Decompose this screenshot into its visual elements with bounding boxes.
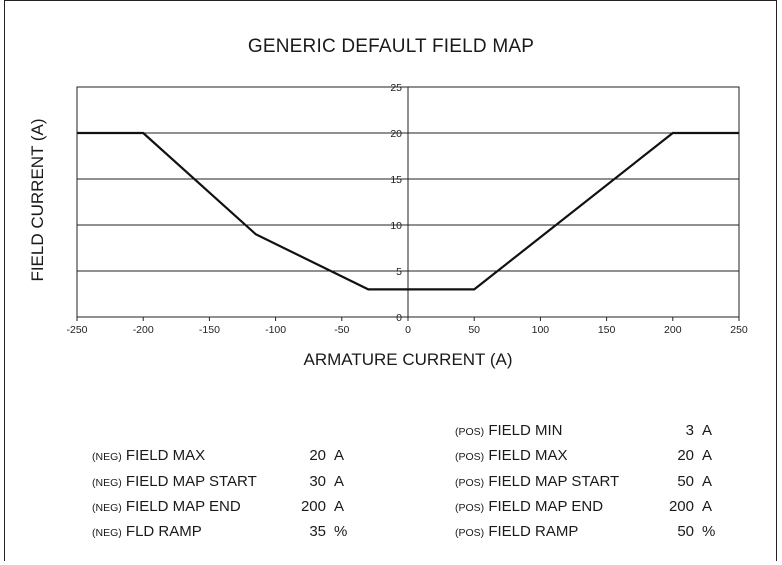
x-tick-label: -50 (334, 324, 349, 336)
param-value: 30 (309, 473, 326, 490)
param-row: (POS) FIELD MIN (455, 422, 563, 439)
param-unit: A (702, 447, 713, 464)
param-prefix: (POS) (455, 426, 485, 438)
param-unit: % (702, 523, 716, 540)
param-row: (NEG) FIELD MAX (92, 447, 205, 464)
param-prefix: (POS) (455, 477, 485, 489)
param-name: FIELD MAP END (488, 498, 604, 515)
x-tick-label: -150 (199, 324, 220, 336)
param-name: FIELD RAMP (488, 523, 579, 540)
param-value: 20 (677, 447, 694, 464)
param-row: (NEG) FIELD MAP START (92, 473, 257, 490)
param-prefix: (NEG) (92, 502, 122, 514)
x-tick-label: 50 (468, 324, 480, 336)
param-unit: A (702, 473, 713, 490)
param-name: FIELD MAX (125, 447, 206, 464)
param-value: 200 (300, 498, 326, 515)
x-axis-label: ARMATURE CURRENT (A) (303, 350, 513, 369)
x-tick-label: -200 (133, 324, 154, 336)
y-tick-label: 0 (396, 312, 402, 324)
x-tick-label: -100 (265, 324, 286, 336)
param-name: FIELD MIN (488, 422, 563, 439)
param-name: FIELD MAX (488, 447, 568, 464)
param-row: (POS) FIELD RAMP (455, 523, 578, 540)
y-tick-label: 25 (390, 82, 402, 94)
param-row: (POS) FIELD MAP START (455, 473, 619, 490)
param-prefix: (NEG) (92, 477, 122, 489)
param-prefix: (POS) (455, 502, 485, 514)
param-value: 35 (309, 523, 326, 540)
y-tick-label: 10 (390, 220, 402, 232)
y-tick-label: 20 (390, 128, 402, 140)
param-row: (NEG) FLD RAMP (92, 523, 202, 540)
x-tick-label: 100 (532, 324, 550, 336)
param-value: 50 (677, 523, 694, 540)
param-name: FIELD MAP START (125, 473, 257, 490)
param-unit: A (702, 498, 713, 515)
param-unit: % (334, 523, 348, 540)
param-unit: A (334, 498, 345, 515)
param-value: 3 (685, 422, 694, 439)
figure-frame (4, 0, 777, 561)
param-unit: A (334, 447, 345, 464)
param-prefix: (POS) (455, 451, 485, 463)
field-map-series-line (77, 131, 739, 291)
param-row: (NEG) FIELD MAP END (92, 498, 241, 515)
param-name: FIELD MAP START (488, 473, 620, 490)
param-name: FLD RAMP (125, 523, 202, 540)
param-row: (POS) FIELD MAX (455, 447, 568, 464)
param-value: 50 (677, 473, 694, 490)
param-unit: A (334, 473, 345, 490)
param-prefix: (NEG) (92, 527, 122, 539)
y-tick-label: 5 (396, 266, 402, 278)
param-name: FIELD MAP END (125, 498, 241, 515)
x-tick-label: 250 (730, 324, 748, 336)
param-prefix: (NEG) (92, 451, 122, 463)
x-tick-label: -250 (66, 324, 87, 336)
param-prefix: (POS) (455, 527, 485, 539)
param-value: 20 (309, 447, 326, 464)
param-value: 200 (668, 498, 694, 515)
x-tick-label: 150 (598, 324, 616, 336)
x-tick-label: 200 (664, 324, 682, 336)
x-tick-label: 0 (405, 324, 411, 336)
chart-title: GENERIC DEFAULT FIELD MAP (247, 36, 535, 57)
y-tick-label: 15 (390, 174, 402, 186)
param-row: (POS) FIELD MAP END (455, 498, 603, 515)
param-unit: A (702, 422, 713, 439)
